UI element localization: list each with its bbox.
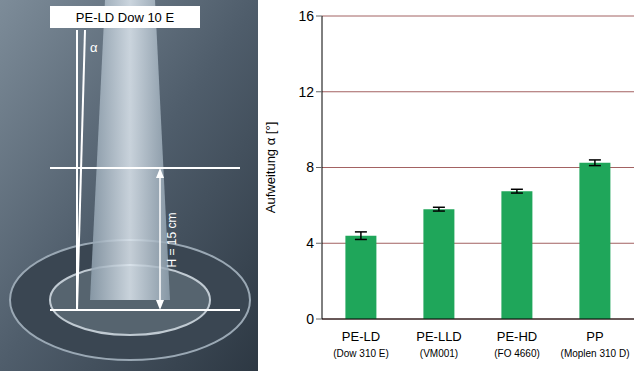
svg-text:α: α (90, 40, 98, 55)
svg-text:(FO 4660): (FO 4660) (494, 348, 540, 359)
svg-text:16: 16 (298, 8, 314, 24)
svg-text:Aufweitung α [°]: Aufweitung α [°] (263, 122, 278, 213)
svg-text:4: 4 (306, 235, 314, 251)
svg-text:PE-LD: PE-LD (342, 329, 380, 344)
svg-text:(VM001): (VM001) (420, 348, 458, 359)
svg-text:PE-LD Dow 10 E: PE-LD Dow 10 E (76, 10, 175, 25)
svg-text:PE-HD: PE-HD (497, 329, 537, 344)
svg-text:(Dow 310 E): (Dow 310 E) (333, 348, 389, 359)
svg-text:PE-LLD: PE-LLD (416, 329, 462, 344)
svg-text:8: 8 (306, 159, 314, 175)
svg-text:PP: PP (586, 329, 603, 344)
svg-text:(Moplen 310 D): (Moplen 310 D) (561, 348, 630, 359)
svg-text:12: 12 (298, 84, 314, 100)
svg-text:0: 0 (306, 311, 314, 327)
svg-text:H = 15 cm: H = 15 cm (165, 212, 179, 267)
